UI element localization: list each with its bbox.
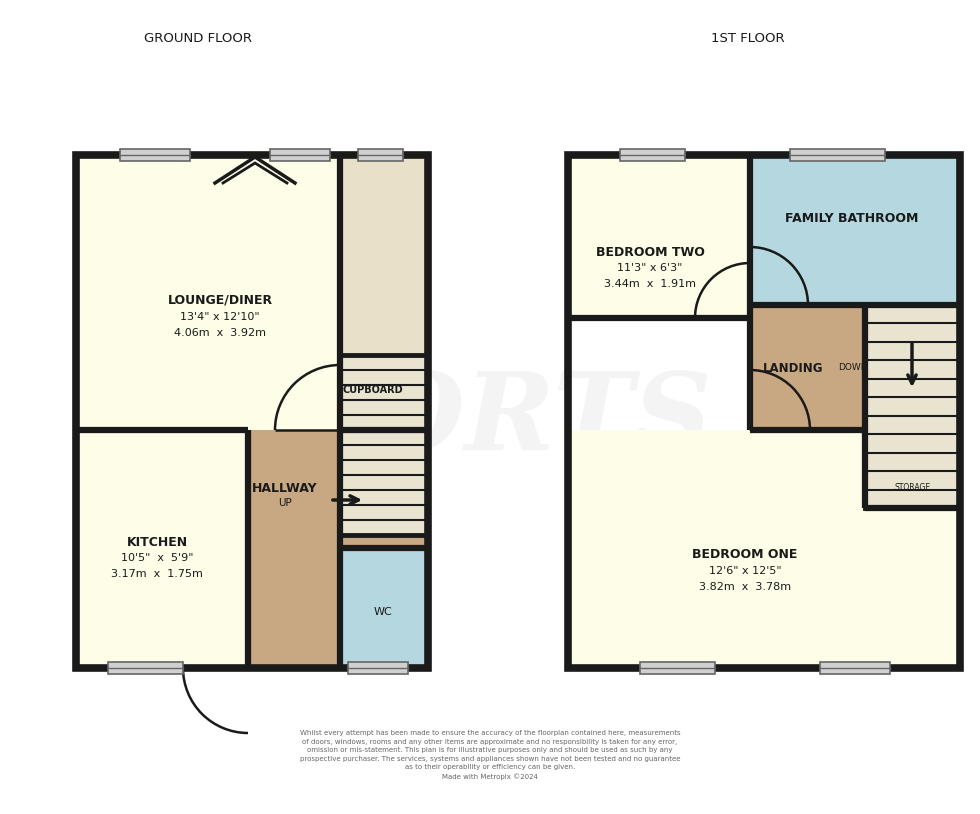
Text: BEDROOM ONE: BEDROOM ONE bbox=[692, 549, 798, 562]
Text: 12'6" x 12'5": 12'6" x 12'5" bbox=[709, 566, 781, 576]
Bar bbox=[568, 430, 960, 668]
Bar bbox=[340, 355, 428, 535]
Bar bbox=[750, 155, 960, 305]
Text: 3.17m  x  1.75m: 3.17m x 1.75m bbox=[111, 569, 203, 579]
Bar bbox=[270, 149, 330, 161]
Bar bbox=[820, 662, 890, 674]
Text: KITCHEN: KITCHEN bbox=[126, 536, 187, 549]
Bar bbox=[348, 662, 408, 674]
Bar bbox=[568, 155, 750, 318]
Text: DOWN: DOWN bbox=[838, 364, 867, 373]
Text: LANDING: LANDING bbox=[762, 361, 823, 374]
Text: 10'5"  x  5'9": 10'5" x 5'9" bbox=[121, 553, 193, 563]
Bar bbox=[340, 548, 428, 668]
Text: 4.06m  x  3.92m: 4.06m x 3.92m bbox=[174, 328, 266, 338]
Bar bbox=[120, 149, 190, 161]
Text: 1ST FLOOR: 1ST FLOOR bbox=[711, 32, 785, 45]
Text: 13'4" x 12'10": 13'4" x 12'10" bbox=[180, 312, 260, 322]
Bar bbox=[865, 305, 960, 508]
Text: BEDROOM TWO: BEDROOM TWO bbox=[596, 246, 705, 259]
Text: STORAGE: STORAGE bbox=[895, 484, 931, 492]
Bar bbox=[568, 155, 960, 668]
Text: Whilst every attempt has been made to ensure the accuracy of the floorplan conta: Whilst every attempt has been made to en… bbox=[300, 730, 680, 780]
Text: WC: WC bbox=[373, 607, 392, 617]
Text: HORTS: HORTS bbox=[269, 367, 711, 473]
Text: UP: UP bbox=[278, 498, 292, 508]
Bar bbox=[790, 149, 885, 161]
Text: HALLWAY: HALLWAY bbox=[252, 482, 318, 494]
Text: 11'3" x 6'3": 11'3" x 6'3" bbox=[617, 263, 683, 273]
Bar bbox=[340, 355, 428, 535]
Text: 3.82m  x  3.78m: 3.82m x 3.78m bbox=[699, 582, 791, 592]
Bar bbox=[76, 155, 428, 430]
Bar bbox=[620, 149, 685, 161]
Bar bbox=[358, 149, 403, 161]
Bar bbox=[865, 305, 960, 508]
Bar bbox=[750, 305, 865, 430]
Bar bbox=[248, 430, 428, 668]
Bar bbox=[640, 662, 715, 674]
Text: LOUNGE/DINER: LOUNGE/DINER bbox=[168, 294, 272, 307]
Text: GROUND FLOOR: GROUND FLOOR bbox=[144, 32, 252, 45]
Text: CUPBOARD: CUPBOARD bbox=[342, 385, 403, 395]
Bar bbox=[340, 155, 428, 355]
Text: FAMILY BATHROOM: FAMILY BATHROOM bbox=[785, 212, 918, 225]
Text: 3.44m  x  1.91m: 3.44m x 1.91m bbox=[604, 279, 696, 289]
Bar bbox=[108, 662, 183, 674]
Bar bbox=[76, 430, 248, 668]
Bar bbox=[76, 155, 428, 668]
Bar bbox=[340, 548, 428, 668]
